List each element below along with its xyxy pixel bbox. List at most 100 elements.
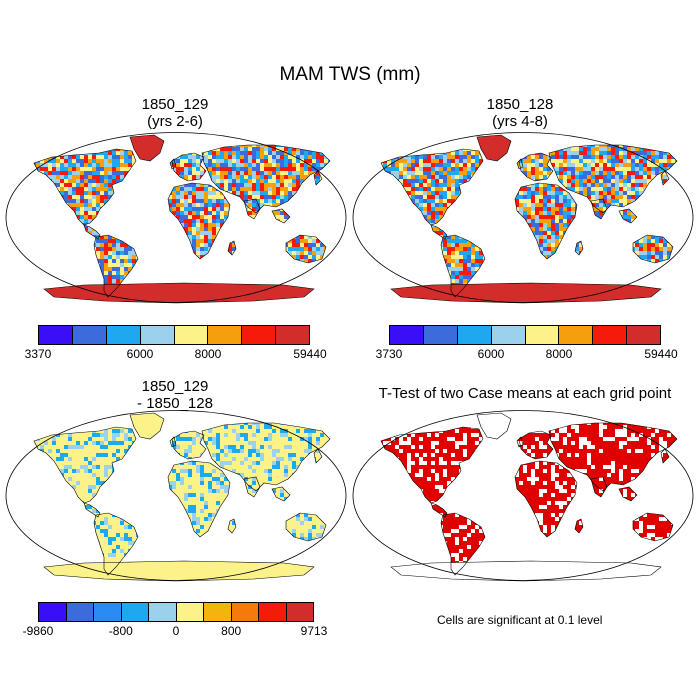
panel-1-title-line1: 1850_129 (141, 96, 209, 113)
coastline (380, 148, 484, 226)
panel-4-map (351, 409, 695, 582)
colorbar-swatch (140, 326, 175, 344)
panel-2-map (351, 131, 695, 304)
colorbar-swatch (72, 326, 107, 344)
coastline (548, 422, 678, 492)
map-border (5, 410, 347, 581)
panel-3-title: 1850_129 - 1850_128 (75, 378, 275, 412)
colorbar-swatch (627, 326, 660, 344)
coastline (171, 152, 207, 182)
coastline (548, 144, 678, 214)
coastline (514, 182, 578, 260)
coastline (380, 426, 484, 504)
colorbar-swatch (231, 603, 259, 621)
panel-1-map (4, 131, 348, 304)
colorbar-tick-label: 3370 (24, 347, 52, 361)
world-map (5, 410, 347, 582)
coastline (227, 240, 237, 256)
panel-2-colorbar (389, 325, 661, 345)
panel-1-colorbar (38, 325, 310, 345)
colorbar-swatch (94, 603, 122, 621)
coastline (618, 208, 638, 224)
panel-3-title-line2: - 1850_128 (137, 395, 213, 412)
colorbar-swatch (286, 603, 313, 621)
coastline (83, 502, 101, 518)
coastline (440, 512, 486, 576)
coastline (201, 422, 331, 492)
colorbar-swatch (457, 326, 492, 344)
panel-3-title-line1: 1850_129 (141, 378, 209, 395)
panel-1-title: 1850_129 (yrs 2-6) (75, 96, 275, 130)
coastline (440, 234, 486, 298)
greenland (129, 134, 165, 162)
colorbar-swatch (204, 603, 232, 621)
antarctica (390, 282, 662, 304)
coastline (83, 224, 101, 240)
colorbar-tick-label: 59440 (644, 347, 678, 361)
coastline (93, 234, 139, 298)
colorbar-tick-label: 8000 (545, 347, 573, 361)
colorbar-tick-label: -800 (108, 624, 133, 638)
coastline (660, 170, 670, 186)
world-map (352, 410, 694, 582)
map-border (352, 410, 694, 581)
coastline (516, 436, 524, 448)
coastline (514, 460, 578, 538)
colorbar-swatch (390, 326, 424, 344)
coastline (201, 144, 331, 214)
panel-2-colorbar-labels: 3730 6000 8000 59440 (376, 347, 678, 363)
figure-title: MAM TWS (mm) (279, 64, 421, 85)
coastline (313, 448, 323, 464)
panel-2-title: 1850_128 (yrs 4-8) (420, 96, 620, 130)
greenland (476, 412, 512, 440)
panel-1-title-line2: (yrs 2-6) (147, 113, 203, 130)
colorbar-swatch (525, 326, 560, 344)
colorbar-swatch (559, 326, 594, 344)
greenland (476, 134, 512, 162)
panel-3-colorbar (38, 602, 314, 622)
map-border (352, 132, 694, 303)
coastline (167, 182, 231, 260)
panel-2-title-line2: (yrs 4-8) (492, 113, 548, 130)
colorbar-swatch (121, 603, 149, 621)
coastline (313, 170, 323, 186)
world-map (352, 132, 694, 304)
coastline (632, 512, 674, 542)
colorbar-swatch (174, 326, 209, 344)
antarctica (43, 282, 315, 304)
world-map (5, 132, 347, 304)
coastline (171, 430, 207, 460)
coastline (285, 512, 327, 542)
panel-3-colorbar-labels: -9860 -800 0 800 9713 (23, 624, 328, 640)
colorbar-tick-label: 8000 (194, 347, 222, 361)
colorbar-tick-label: 59440 (293, 347, 327, 361)
coastline (227, 518, 237, 534)
colorbar-tick-label: 800 (221, 624, 242, 638)
coastline (590, 198, 608, 220)
panel-2-title-line1: 1850_128 (486, 96, 554, 113)
colorbar-swatch (106, 326, 141, 344)
coastline (430, 224, 448, 240)
colorbar-tick-label: 9713 (300, 624, 328, 638)
antarctica (43, 560, 315, 582)
colorbar-tick-label: 6000 (126, 347, 154, 361)
colorbar-tick-label: -9860 (22, 624, 54, 638)
coastline (618, 486, 638, 502)
coastline (169, 436, 177, 448)
panel-3-map (4, 409, 348, 582)
coastline (33, 148, 137, 226)
panel-4-title: T-Test of two Case means at each grid po… (350, 385, 700, 402)
colorbar-tick-label: 6000 (477, 347, 505, 361)
significance-note: Cells are significant at 0.1 level (437, 613, 603, 627)
map-border (5, 132, 347, 303)
coastline (271, 208, 291, 224)
coastline (243, 476, 261, 498)
colorbar-tick-label: 0 (172, 624, 180, 638)
colorbar-swatch (259, 603, 287, 621)
colorbar-swatch (149, 603, 177, 621)
colorbar-swatch (423, 326, 458, 344)
coastline (574, 518, 584, 534)
colorbar-swatch (176, 603, 204, 621)
panel-1-colorbar-labels: 3370 6000 8000 59440 (25, 347, 327, 363)
coastline (285, 234, 327, 264)
